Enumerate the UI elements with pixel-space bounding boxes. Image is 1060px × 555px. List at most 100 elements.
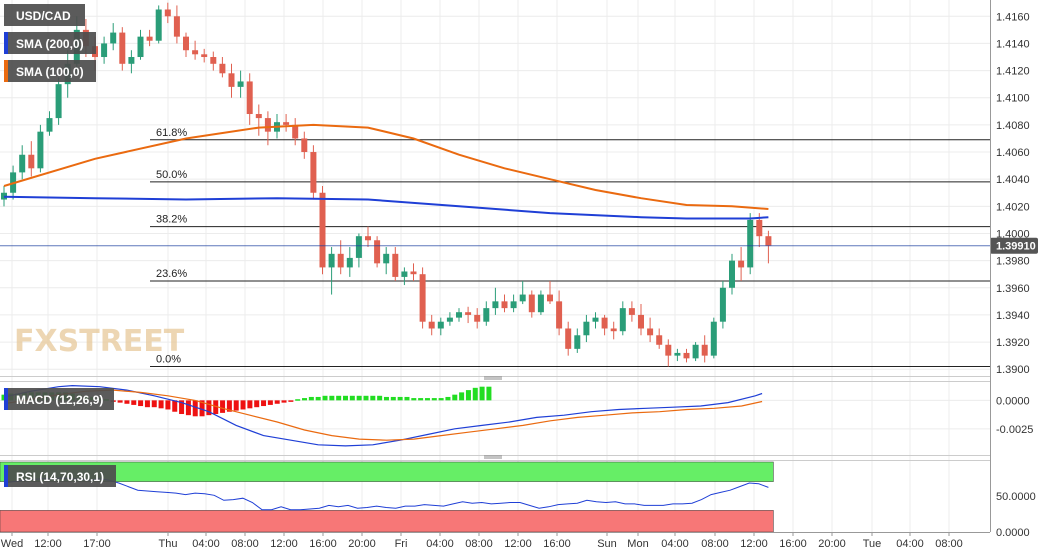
macd-histogram-bar (138, 400, 144, 407)
candle-body (183, 36, 189, 51)
macd-histogram-bar (185, 400, 191, 416)
macd-histogram-bar (411, 398, 417, 401)
candle (328, 247, 335, 295)
candle (710, 317, 717, 359)
candle (46, 111, 53, 136)
candle-body (310, 152, 317, 193)
macd-histogram-bar (390, 396, 396, 401)
candle (619, 301, 626, 336)
candle (101, 36, 108, 64)
candle (419, 267, 426, 329)
rsi-overbought-zone (0, 461, 774, 482)
candle-body (601, 317, 608, 329)
macd-histogram-bar (315, 396, 321, 401)
candle-body (446, 317, 453, 322)
candle (647, 317, 654, 343)
sma100-color-swatch (4, 60, 8, 82)
fib-level-label: 38.2% (156, 214, 187, 226)
candle (365, 226, 371, 248)
rsi-resize-handle[interactable] (484, 455, 502, 459)
candle (346, 247, 353, 277)
macd-histogram-bar (424, 398, 430, 401)
macd-tick-label: -0.0025 (996, 424, 1033, 436)
time-tick-label: 17:00 (83, 538, 111, 550)
macd-histogram-bar (438, 398, 444, 401)
price-tick-label: 1.3940 (996, 310, 1030, 322)
candle-body (128, 57, 135, 64)
candle (537, 290, 544, 315)
candle (547, 280, 553, 305)
legend-usdcad[interactable]: USD/CAD (4, 4, 85, 26)
candle (628, 301, 635, 322)
candle-body (28, 154, 35, 169)
candle-body (383, 253, 390, 264)
candle-body (619, 308, 626, 332)
candle-body (210, 57, 217, 64)
candle-body (19, 154, 26, 173)
candle (255, 104, 262, 136)
price-tick-label: 1.4060 (996, 147, 1030, 159)
pane-separators (0, 376, 990, 461)
candle (392, 247, 399, 281)
fib-level-label: 50.0% (156, 169, 187, 181)
time-tick-label: 04:00 (896, 538, 924, 550)
macd-histogram-bar (151, 400, 157, 408)
candle-body (255, 114, 262, 119)
candle (292, 118, 299, 146)
candle (428, 314, 435, 336)
time-tick-label: 16:00 (543, 538, 571, 550)
candle-body (237, 81, 244, 87)
time-tick-label: Thu (159, 538, 178, 550)
price-tick-label: 1.4120 (996, 66, 1030, 78)
candle-body (719, 287, 726, 322)
time-tick-label: 08:00 (701, 538, 729, 550)
candle-body (155, 9, 162, 41)
candle (246, 73, 253, 125)
candle-body (219, 63, 226, 74)
rsi-zones (0, 461, 774, 533)
macd-histogram-bar (445, 396, 451, 401)
fib-level-label: 61.8% (156, 127, 187, 139)
candle-body (674, 352, 681, 356)
candle (683, 348, 690, 363)
time-axis: Wed 12:00 17:00 Thu 04:00 08:00 12:00 16:00 20:0… (1, 532, 963, 550)
macd-histogram-bar (349, 395, 355, 401)
macd-resize-handle[interactable] (484, 376, 502, 380)
candle-body (319, 192, 326, 268)
macd-axis: 0.0000 -0.0025 (996, 395, 1033, 435)
macd-histogram-bar (295, 399, 301, 401)
time-tick-label: 12:00 (34, 538, 62, 550)
sma200-color-swatch (4, 32, 8, 54)
candle (610, 321, 617, 340)
legend-macd[interactable]: MACD (12,26,9) (4, 388, 114, 410)
macd-histogram-bar (206, 400, 212, 416)
candle-body (528, 294, 535, 313)
macd-histogram-bar (220, 400, 226, 413)
macd-histogram-bar (144, 400, 150, 408)
macd-histogram-bar (267, 400, 273, 405)
price-tick-label: 1.3920 (996, 337, 1030, 349)
legend-rsi[interactable]: RSI (14,70,30,1) (4, 465, 116, 487)
candle (374, 236, 381, 268)
macd-histogram-bar (486, 386, 492, 401)
candle (510, 294, 517, 313)
price-tick-label: 1.4140 (996, 38, 1030, 50)
fib-level-label: 23.6% (156, 268, 187, 280)
legend-sma100[interactable]: SMA (100,0) (4, 60, 96, 82)
time-tick-label: 04:00 (661, 538, 689, 550)
candle-body (283, 122, 290, 125)
legend-symbol: USD/CAD (16, 9, 71, 23)
candle (283, 114, 290, 132)
candle-body (610, 328, 617, 332)
candle-body (146, 36, 153, 41)
candle (483, 301, 490, 326)
time-tick-label: 08:00 (231, 538, 259, 550)
macd-histogram-bar (254, 400, 260, 408)
macd-histogram-bar (281, 400, 287, 403)
last-price-badge: 1.39910 (990, 237, 1038, 254)
macd-histogram-bar (165, 400, 171, 410)
rsi-color-swatch (4, 465, 8, 487)
candle-body (574, 335, 581, 349)
legend-sma200[interactable]: SMA (200,0) (4, 32, 96, 54)
candle-body (328, 253, 335, 268)
